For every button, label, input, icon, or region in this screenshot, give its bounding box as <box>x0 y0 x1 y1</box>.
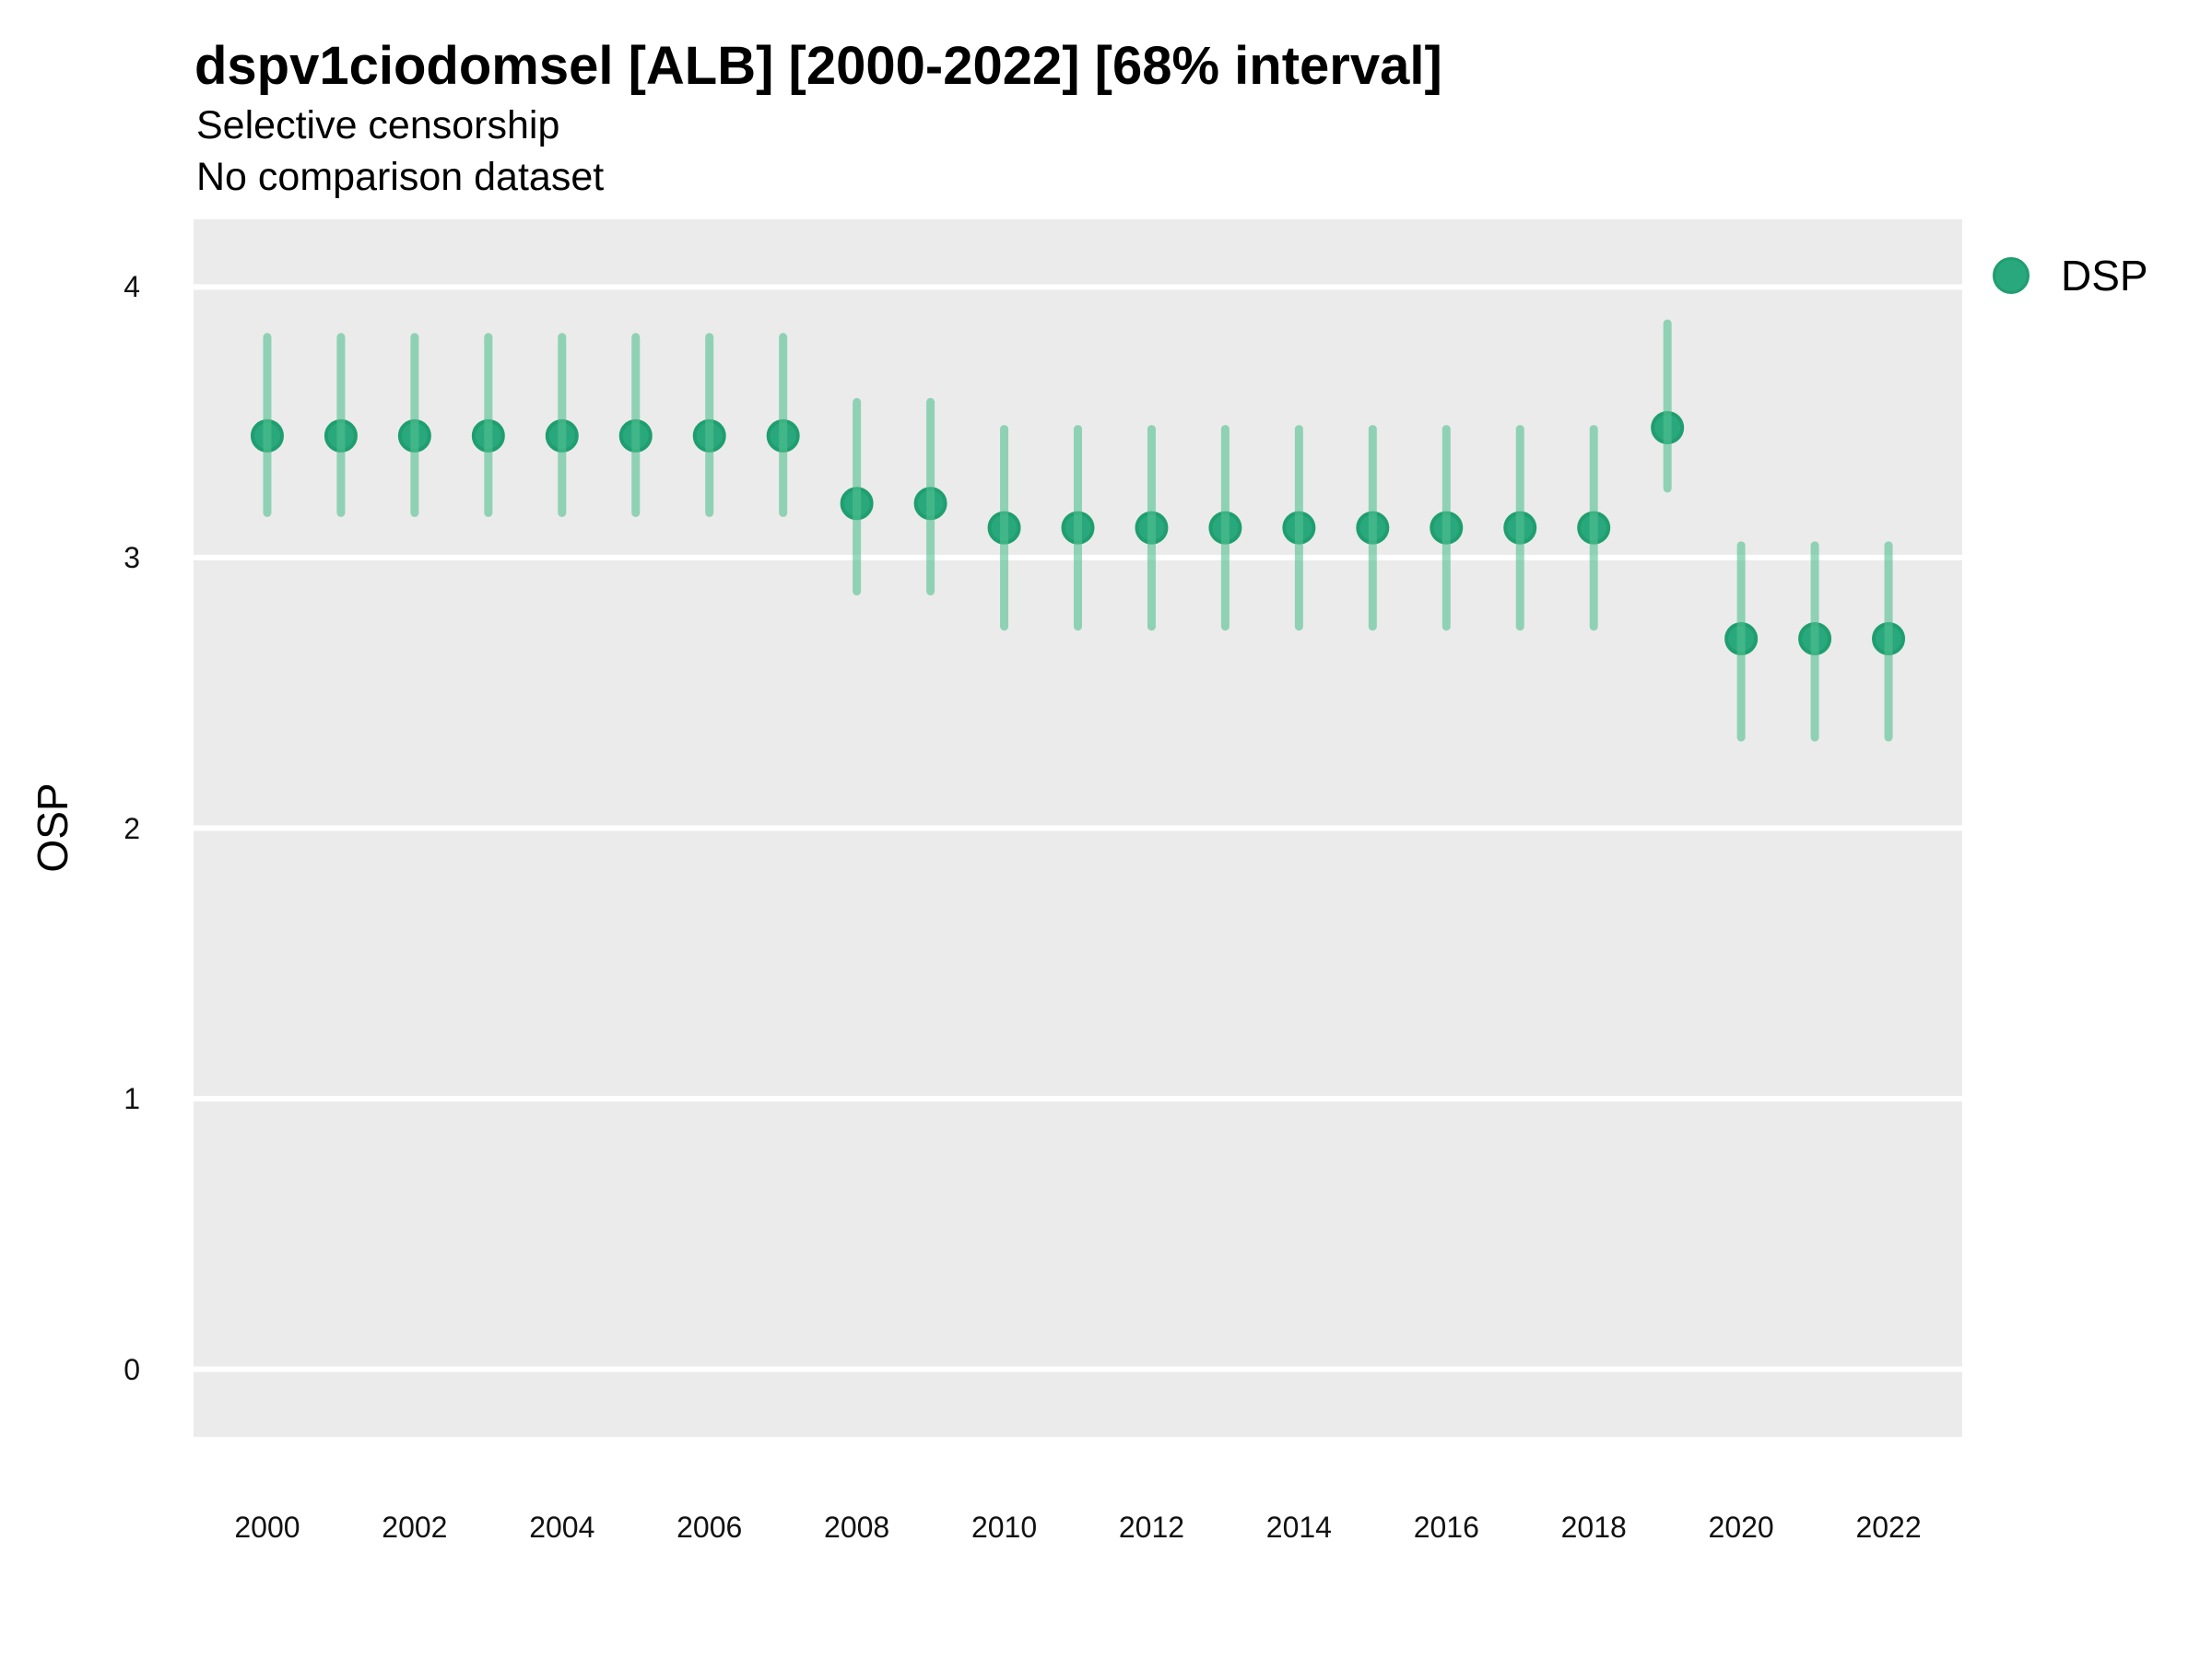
gridline-y-2 <box>194 825 1962 831</box>
y-tick-label-3: 3 <box>124 540 140 574</box>
chart-subtitle-line2: No comparison dataset <box>196 155 605 199</box>
error-bar-2019 <box>1663 319 1672 493</box>
y-tick-label-4: 4 <box>124 270 140 304</box>
x-tick-label-2002: 2002 <box>382 1511 448 1544</box>
x-tick-label-2020: 2020 <box>1708 1511 1774 1544</box>
error-bar-2001 <box>336 333 346 517</box>
y-tick-label-2: 2 <box>124 811 140 845</box>
chart-subtitle-line1: Selective censorship <box>196 103 560 147</box>
error-bar-2022 <box>1884 541 1893 742</box>
gridline-y-4 <box>194 284 1962 290</box>
error-bar-2017 <box>1515 425 1524 631</box>
x-tick-label-2016: 2016 <box>1413 1511 1479 1544</box>
x-tick-label-2006: 2006 <box>677 1511 743 1544</box>
error-bar-2021 <box>1810 541 1819 742</box>
x-tick-label-2012: 2012 <box>1118 1511 1185 1544</box>
y-tick-label-1: 1 <box>124 1082 140 1116</box>
error-bar-2010 <box>1000 425 1009 631</box>
error-bar-2015 <box>1368 425 1377 631</box>
x-tick-label-2014: 2014 <box>1265 1511 1332 1544</box>
x-tick-label-2000: 2000 <box>234 1511 300 1544</box>
error-bar-2000 <box>263 333 272 517</box>
legend-point-icon <box>1993 257 2030 294</box>
x-tick-label-2008: 2008 <box>824 1511 890 1544</box>
x-tick-label-2018: 2018 <box>1560 1511 1627 1544</box>
chart-title: dspv1ciodomsel [ALB] [2000-2022] [68% in… <box>194 36 1442 96</box>
error-bar-2013 <box>1220 425 1230 631</box>
x-tick-label-2022: 2022 <box>1855 1511 1922 1544</box>
x-tick-label-2010: 2010 <box>971 1511 1038 1544</box>
y-tick-label-0: 0 <box>124 1352 140 1386</box>
error-bar-2012 <box>1147 425 1156 631</box>
error-bar-2009 <box>926 397 935 596</box>
error-bar-2004 <box>558 333 567 517</box>
x-tick-label-2004: 2004 <box>529 1511 595 1544</box>
error-bar-2006 <box>705 333 714 517</box>
error-bar-2020 <box>1736 541 1746 742</box>
plot-area <box>194 284 1962 1372</box>
error-bar-2003 <box>484 333 493 517</box>
error-bar-2018 <box>1589 425 1598 631</box>
gridline-y-1 <box>194 1096 1962 1102</box>
legend-item-label: DSP <box>2061 252 2148 300</box>
error-bar-2002 <box>410 333 419 517</box>
error-bar-2007 <box>779 333 788 517</box>
gridline-y-0 <box>194 1366 1962 1372</box>
error-bar-2005 <box>631 333 641 517</box>
error-bar-2016 <box>1441 425 1451 631</box>
plot-panel <box>194 219 1962 1437</box>
error-bar-2011 <box>1074 425 1082 631</box>
error-bar-2008 <box>853 397 862 596</box>
error-bar-2014 <box>1294 425 1303 631</box>
